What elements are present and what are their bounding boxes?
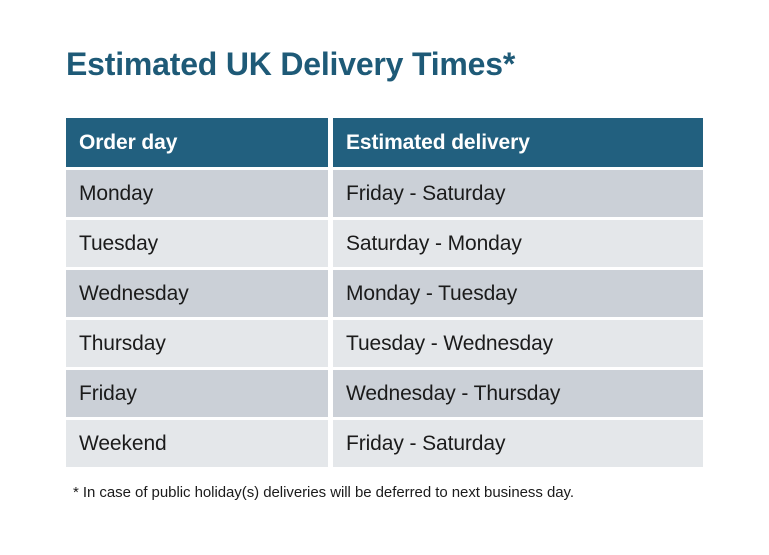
table-row: Tuesday Saturday - Monday: [66, 220, 703, 267]
table-row: Weekend Friday - Saturday: [66, 420, 703, 467]
table-cell-order-day: Thursday: [66, 320, 328, 367]
table-row: Friday Wednesday - Thursday: [66, 370, 703, 417]
estimated-delivery-value: Friday - Saturday: [346, 181, 506, 205]
table-cell-estimated-delivery: Friday - Saturday: [333, 170, 703, 217]
table-cell-estimated-delivery: Friday - Saturday: [333, 420, 703, 467]
table-header-row: Order day Estimated delivery: [66, 118, 703, 167]
table-cell-order-day: Tuesday: [66, 220, 328, 267]
table-header-label-estimated-delivery: Estimated delivery: [346, 130, 530, 154]
order-day-value: Tuesday: [79, 231, 159, 255]
table-cell-order-day: Monday: [66, 170, 328, 217]
table-row: Wednesday Monday - Tuesday: [66, 270, 703, 317]
estimated-delivery-value: Monday - Tuesday: [346, 281, 518, 305]
page-title: Estimated UK Delivery Times*: [66, 46, 516, 82]
table-cell-estimated-delivery: Tuesday - Wednesday: [333, 320, 703, 367]
table-cell-estimated-delivery: Saturday - Monday: [333, 220, 703, 267]
order-day-value: Thursday: [79, 331, 166, 355]
table-row: Monday Friday - Saturday: [66, 170, 703, 217]
order-day-value: Wednesday: [79, 281, 189, 305]
table-header-label-order-day: Order day: [79, 130, 178, 154]
order-day-value: Monday: [79, 181, 154, 205]
estimated-delivery-value: Saturday - Monday: [346, 231, 522, 255]
table-header-cell-order-day: Order day: [66, 118, 328, 167]
footnote-text: * In case of public holiday(s) deliverie…: [73, 484, 574, 501]
delivery-times-table: Order day Estimated delivery Monday Frid…: [66, 118, 703, 467]
table-cell-estimated-delivery: Monday - Tuesday: [333, 270, 703, 317]
order-day-value: Friday: [79, 381, 137, 405]
table-cell-order-day: Friday: [66, 370, 328, 417]
table-row: Thursday Tuesday - Wednesday: [66, 320, 703, 367]
estimated-delivery-value: Wednesday - Thursday: [346, 381, 561, 405]
table-cell-order-day: Wednesday: [66, 270, 328, 317]
estimated-delivery-value: Friday - Saturday: [346, 431, 506, 455]
estimated-delivery-value: Tuesday - Wednesday: [346, 331, 554, 355]
table-cell-estimated-delivery: Wednesday - Thursday: [333, 370, 703, 417]
table-cell-order-day: Weekend: [66, 420, 328, 467]
table-header-cell-estimated-delivery: Estimated delivery: [333, 118, 703, 167]
order-day-value: Weekend: [79, 431, 167, 455]
